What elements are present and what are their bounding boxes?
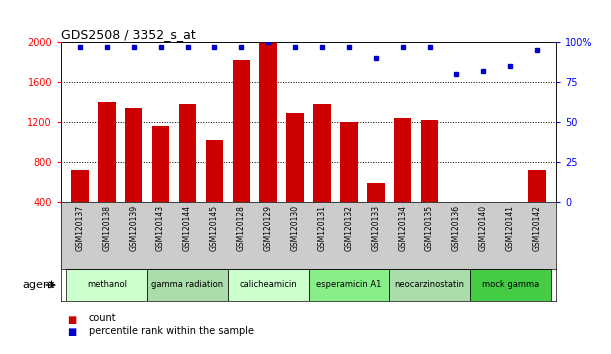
Bar (367, 183, 384, 241)
Bar (340, 122, 357, 241)
Bar (389, 269, 470, 301)
Text: GSM120133: GSM120133 (371, 205, 380, 251)
Bar (260, 42, 277, 241)
Text: GSM120139: GSM120139 (129, 205, 138, 251)
Bar (152, 126, 169, 241)
Text: calicheamicin: calicheamicin (240, 280, 297, 290)
Text: GSM120134: GSM120134 (398, 205, 407, 251)
Bar (470, 269, 551, 301)
Bar (502, 203, 519, 241)
Bar (147, 269, 228, 301)
Text: GSM120135: GSM120135 (425, 205, 434, 251)
Text: GSM120132: GSM120132 (345, 205, 353, 251)
Bar (394, 118, 411, 241)
Text: GSM120142: GSM120142 (533, 205, 542, 251)
Text: GSM120141: GSM120141 (506, 205, 515, 251)
Text: count: count (89, 313, 116, 323)
Text: ■: ■ (67, 315, 76, 325)
Text: neocarzinostatin: neocarzinostatin (395, 280, 464, 290)
Text: GDS2508 / 3352_s_at: GDS2508 / 3352_s_at (61, 28, 196, 41)
Text: ■: ■ (67, 327, 76, 337)
Bar (71, 170, 89, 241)
Text: GSM120137: GSM120137 (75, 205, 84, 251)
Text: esperamicin A1: esperamicin A1 (316, 280, 382, 290)
Bar (98, 102, 115, 241)
Text: GSM120144: GSM120144 (183, 205, 192, 251)
Bar (309, 269, 389, 301)
Text: agent: agent (23, 280, 55, 290)
Bar (228, 269, 309, 301)
Text: GSM120143: GSM120143 (156, 205, 165, 251)
Bar (313, 104, 331, 241)
Text: GSM120131: GSM120131 (318, 205, 326, 251)
Text: methanol: methanol (87, 280, 127, 290)
Text: mock gamma: mock gamma (481, 280, 539, 290)
Bar (448, 203, 465, 241)
Bar (125, 108, 142, 241)
Text: percentile rank within the sample: percentile rank within the sample (89, 326, 254, 336)
Bar (475, 205, 492, 241)
Text: GSM120130: GSM120130 (291, 205, 299, 251)
Bar (179, 104, 196, 241)
Bar (233, 61, 250, 241)
Bar (206, 140, 223, 241)
Text: GSM120129: GSM120129 (264, 205, 273, 251)
Text: GSM120145: GSM120145 (210, 205, 219, 251)
Bar (67, 269, 147, 301)
Text: GSM120136: GSM120136 (452, 205, 461, 251)
Bar (529, 170, 546, 241)
Bar (287, 113, 304, 241)
Bar (421, 120, 438, 241)
Text: GSM120128: GSM120128 (237, 205, 246, 251)
Text: gamma radiation: gamma radiation (152, 280, 224, 290)
Text: GSM120138: GSM120138 (102, 205, 111, 251)
Text: GSM120140: GSM120140 (479, 205, 488, 251)
